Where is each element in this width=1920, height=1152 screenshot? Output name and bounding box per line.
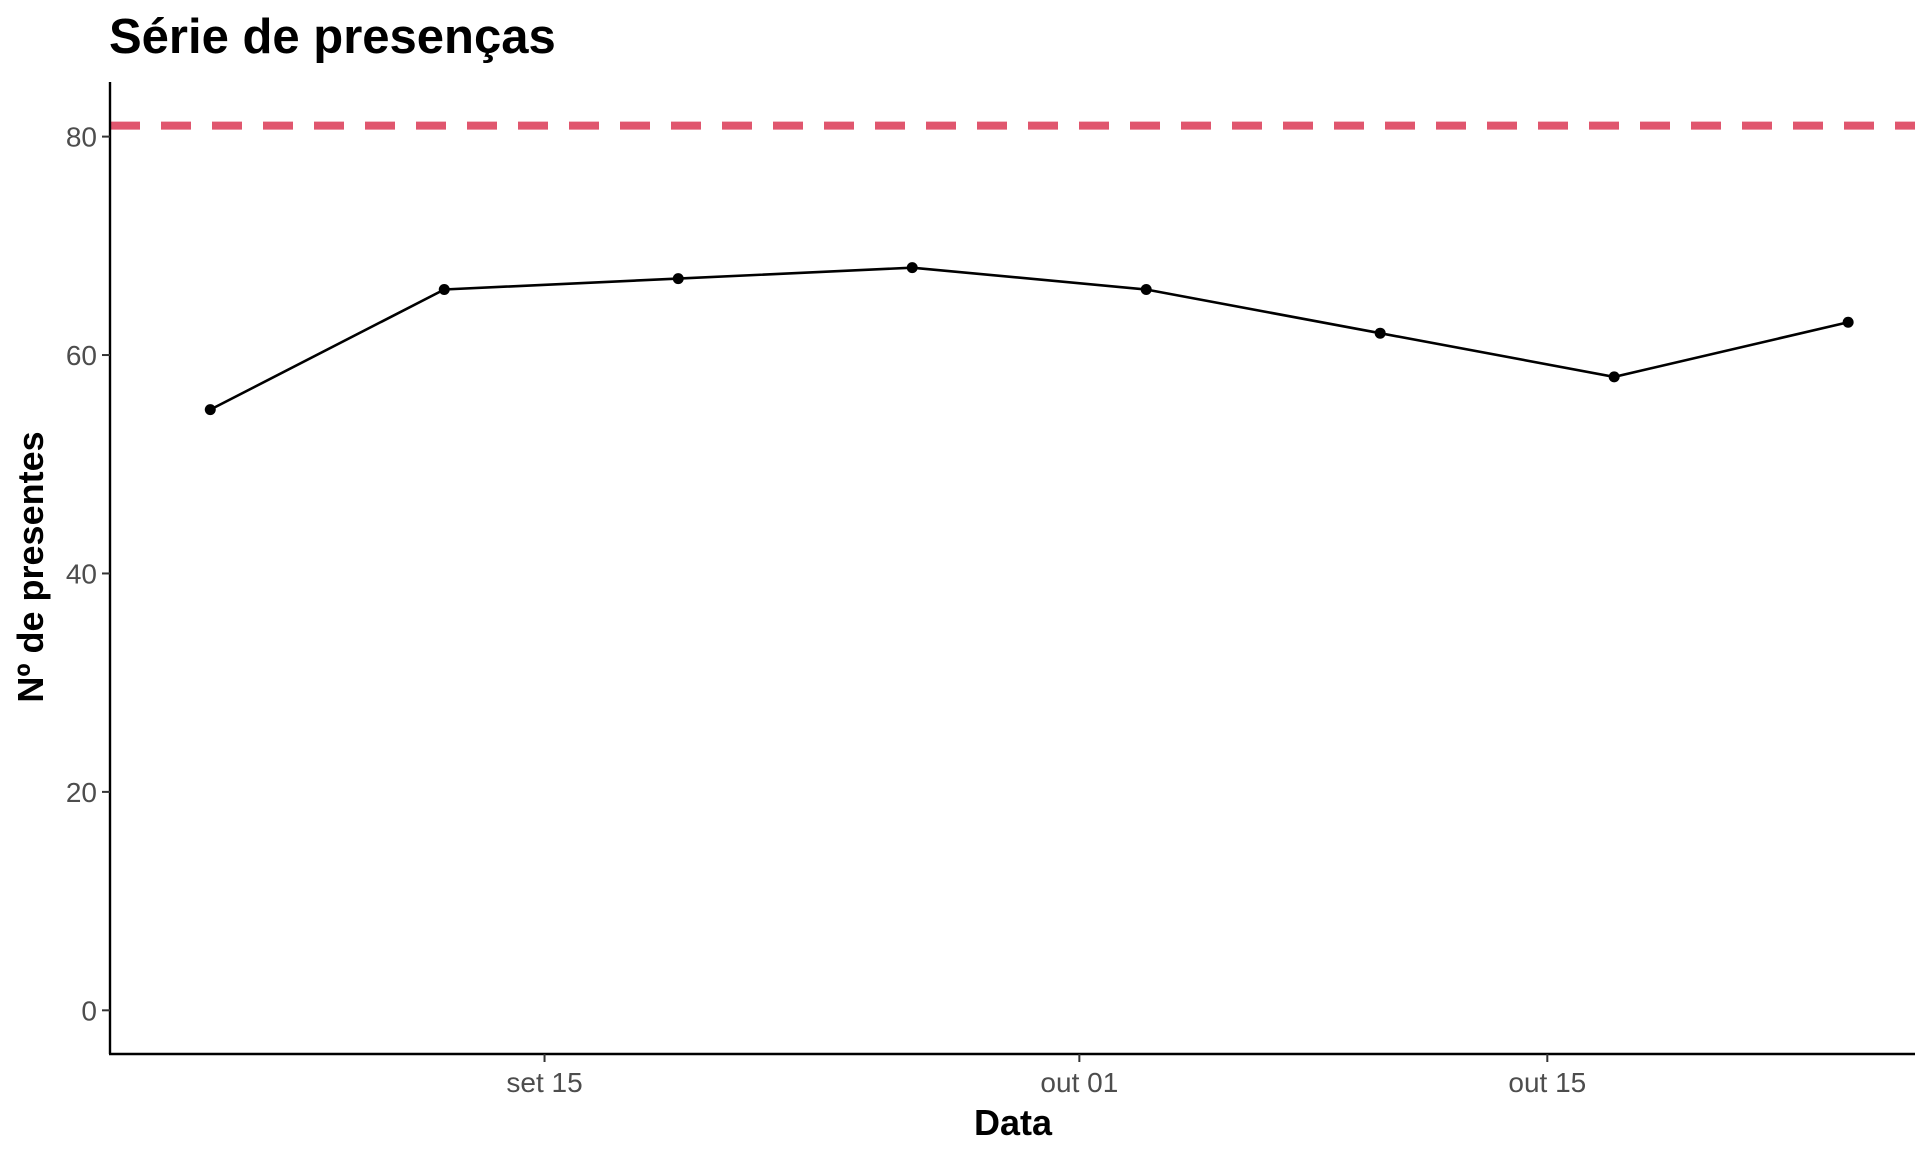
y-axis-title: Nº de presentes [10, 431, 51, 702]
series-line [209, 266, 1849, 411]
data-point [672, 273, 684, 285]
data-point [1140, 284, 1152, 296]
y-tick-label: 40 [66, 558, 97, 589]
x-tick-label: set 15 [506, 1067, 582, 1098]
data-point [204, 404, 216, 416]
data-point [1374, 327, 1386, 339]
y-tick-label: 80 [66, 122, 97, 153]
plot-area [110, 121, 1915, 416]
data-point [906, 262, 918, 274]
x-axis-ticks: set 15 out 01 out 15 [506, 1054, 1586, 1098]
y-tick-label: 60 [66, 340, 97, 371]
x-axis-title: Data [974, 1102, 1053, 1143]
x-tick-label: out 01 [1040, 1067, 1118, 1098]
data-point [1842, 316, 1854, 328]
y-tick-label: 20 [66, 777, 97, 808]
data-point [438, 284, 450, 296]
data-point [1608, 371, 1620, 383]
y-axis-ticks: 0 20 40 60 80 [66, 122, 110, 1026]
y-tick-label: 0 [81, 995, 97, 1026]
chart-title: Série de presenças [109, 10, 556, 64]
x-tick-label: out 15 [1508, 1067, 1586, 1098]
